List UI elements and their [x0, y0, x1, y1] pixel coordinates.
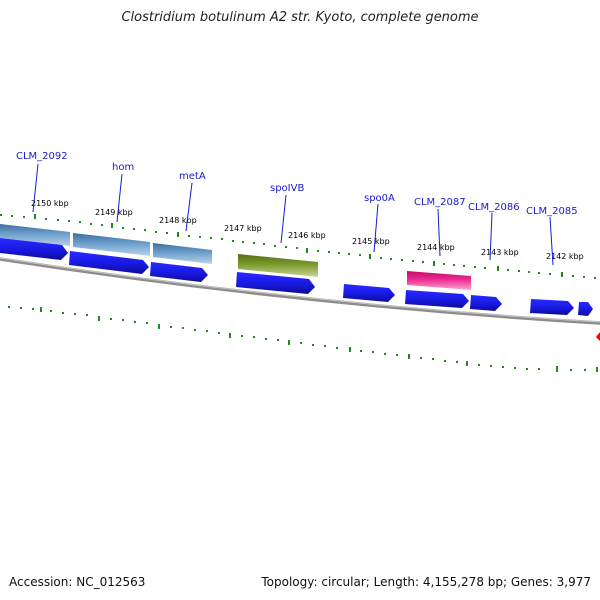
gene-arrow-meta[interactable]	[150, 262, 208, 282]
position-marker-icon	[596, 332, 600, 341]
gene-arrow-spo0a[interactable]	[343, 284, 395, 302]
kbp-label-2145: 2145 kbp	[352, 237, 390, 246]
gene-arrow-clm-2085[interactable]	[530, 299, 574, 315]
kbp-label-2143: 2143 kbp	[481, 248, 519, 257]
kbp-label-2150: 2150 kbp	[31, 199, 69, 208]
gene-arrow-clm-2086[interactable]	[470, 295, 502, 311]
genome-summary: Topology: circular; Length: 4,155,278 bp…	[261, 575, 591, 589]
gene-arrow-clm-2087[interactable]	[405, 290, 469, 308]
outer-tick-ring	[0, 214, 596, 279]
cds-bar-clm-2092[interactable]	[0, 224, 70, 246]
cds-feature-track	[0, 224, 471, 290]
gene-arrow-next[interactable]	[578, 302, 593, 316]
inner-tick-ring	[8, 306, 598, 372]
cds-bar-clm-2087[interactable]	[407, 271, 471, 290]
kbp-tick-labels: 2150 kbp 2149 kbp 2148 kbp 2147 kbp 2146…	[31, 199, 584, 261]
kbp-label-2144: 2144 kbp	[417, 243, 455, 252]
gene-arrow-track	[0, 238, 593, 316]
gene-label-clm-2086[interactable]: CLM_2086	[468, 202, 520, 213]
gene-arrow-spoivb[interactable]	[236, 272, 315, 294]
kbp-label-2149: 2149 kbp	[95, 208, 133, 217]
gene-label-clm-2087[interactable]: CLM_2087	[414, 197, 466, 208]
accession-label: Accession: NC_012563	[9, 575, 146, 589]
kbp-label-2142: 2142 kbp	[546, 252, 584, 261]
label-leader-lines	[32, 163, 554, 266]
cds-bar-hom[interactable]	[73, 233, 150, 256]
gene-arrow-clm-2092[interactable]	[0, 238, 68, 260]
gene-label-hom[interactable]: hom	[112, 162, 134, 173]
kbp-label-2147: 2147 kbp	[224, 224, 262, 233]
gene-label-spo0a[interactable]: spo0A	[364, 193, 395, 204]
genome-backbone	[0, 257, 600, 325]
map-title: Clostridium botulinum A2 str. Kyoto, com…	[121, 10, 479, 25]
gene-label-clm-2085[interactable]: CLM_2085	[526, 206, 578, 217]
gene-label-clm-2092[interactable]: CLM_2092	[16, 151, 68, 162]
cds-bar-spoivb[interactable]	[238, 254, 318, 277]
gene-label-meta[interactable]: metA	[179, 171, 206, 182]
genome-backbone-highlight	[0, 257, 600, 323]
kbp-label-2148: 2148 kbp	[159, 216, 197, 225]
kbp-label-2146: 2146 kbp	[288, 231, 326, 240]
gene-arrow-hom[interactable]	[69, 251, 149, 274]
gene-label-spoivb[interactable]: spoIVB	[270, 183, 304, 194]
cds-bar-meta[interactable]	[153, 243, 212, 264]
gene-labels: CLM_2092 hom metA spoIVB spo0A CLM_2087 …	[16, 151, 578, 217]
